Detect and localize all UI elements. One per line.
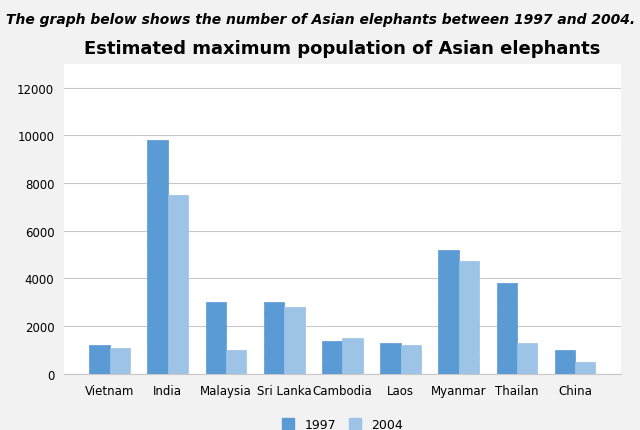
Bar [497,284,517,374]
Bar [438,250,459,374]
Bar [555,350,575,374]
Bar [517,343,538,374]
Bar [401,346,421,374]
Bar [575,362,595,374]
Bar [264,303,284,374]
Text: The graph below shows the number of Asian elephants between 1997 and 2004.: The graph below shows the number of Asia… [6,13,636,27]
Bar [226,350,246,374]
Title: Estimated maximum population of Asian elephants: Estimated maximum population of Asian el… [84,40,600,58]
Bar [342,338,363,374]
Bar [459,261,479,374]
Bar [322,341,342,374]
Legend: 1997, 2004: 1997, 2004 [277,413,408,430]
Bar [284,307,305,374]
Bar [168,196,188,374]
Bar [380,343,401,374]
Bar [147,141,168,374]
Bar [109,348,130,374]
Bar [90,346,109,374]
Bar [205,303,226,374]
